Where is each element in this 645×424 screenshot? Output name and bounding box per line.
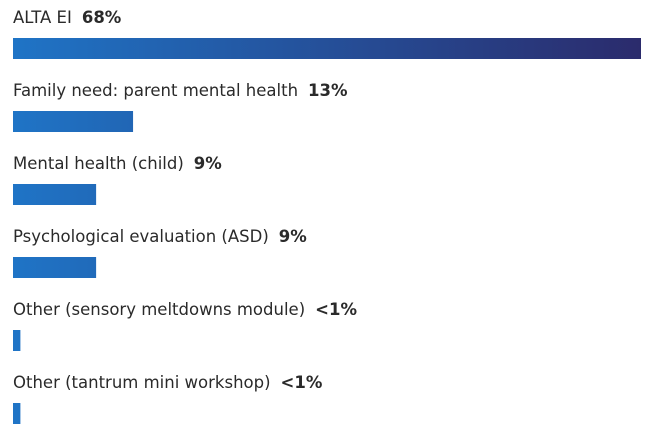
bar-label: Psychological evaluation (ASD) 9%	[13, 227, 307, 246]
bar-label: Other (tantrum mini workshop) <1%	[13, 373, 323, 392]
bar-label: Family need: parent mental health 13%	[13, 81, 348, 100]
bar-label: ALTA EI 68%	[13, 8, 122, 27]
bar-label: Other (sensory meltdowns module) <1%	[13, 300, 357, 319]
category-label: Family need: parent mental health	[13, 81, 298, 100]
value-label: 9%	[194, 154, 222, 173]
category-label: ALTA EI	[13, 8, 72, 27]
bar-label: Mental health (child) 9%	[13, 154, 222, 173]
value-label: 13%	[308, 81, 348, 100]
category-label: Other (sensory meltdowns module)	[13, 300, 305, 319]
value-label: 9%	[279, 227, 307, 246]
value-label: 68%	[82, 8, 122, 27]
bar	[13, 38, 641, 59]
category-label: Other (tantrum mini workshop)	[13, 373, 271, 392]
bar	[13, 403, 21, 424]
value-label: <1%	[315, 300, 357, 319]
bar	[13, 257, 97, 278]
bar	[13, 330, 21, 351]
category-label: Psychological evaluation (ASD)	[13, 227, 269, 246]
bar	[13, 184, 97, 205]
category-label: Mental health (child)	[13, 154, 184, 173]
value-label: <1%	[281, 373, 323, 392]
bar	[13, 111, 134, 132]
